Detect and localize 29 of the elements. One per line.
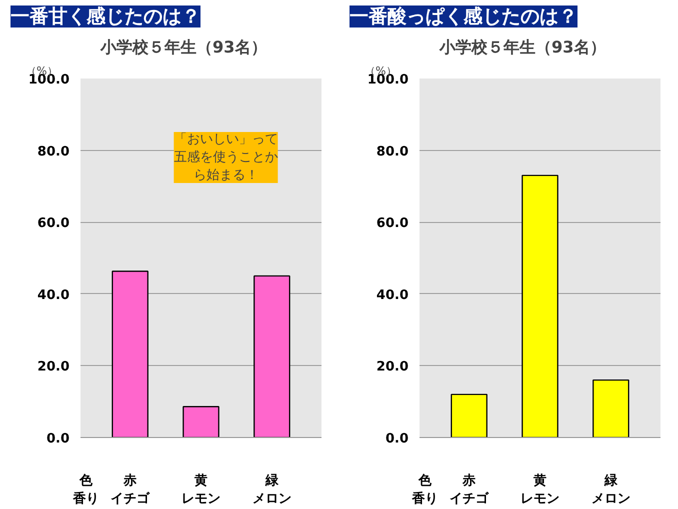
x-tick-label: 緑メロン xyxy=(591,474,630,506)
x-tick-label: 赤イチゴ xyxy=(110,474,151,506)
y-tick-label: 40.0 xyxy=(37,288,70,303)
y-tick-label: 60.0 xyxy=(37,216,70,232)
x-axis-title: 色香り xyxy=(72,474,100,506)
chart-title: 一番酸っぱく感じたのは？ xyxy=(350,6,578,28)
x-axis-title: 色香り xyxy=(411,474,438,506)
bar xyxy=(522,174,558,438)
x-tick-label: 緑メロン xyxy=(252,474,292,506)
x-tick-label: 赤イチゴ xyxy=(450,474,490,506)
chart-subtitle: 小学校５年生（93名） xyxy=(438,38,606,56)
bar xyxy=(182,406,220,438)
x-tick-label: 黄レモン xyxy=(520,474,560,506)
chart-title: 一番甘く感じたのは？ xyxy=(10,6,200,28)
bar xyxy=(254,275,290,438)
y-tick-label: 20.0 xyxy=(37,360,70,375)
bar xyxy=(592,379,630,438)
annotation: 「おいしい」って五感を使うことから始まる！ xyxy=(174,132,278,183)
y-tick-label: 80.0 xyxy=(37,144,70,160)
chart-subtitle: 小学校５年生（93名） xyxy=(100,38,267,56)
x-tick-label: 黄レモン xyxy=(182,474,220,506)
y-tick-label: 0.0 xyxy=(385,432,408,446)
bar xyxy=(450,394,488,438)
y-tick-label: 40.0 xyxy=(376,288,409,303)
bar xyxy=(112,270,148,438)
y-tick-label: 20.0 xyxy=(376,360,409,375)
y-tick-label: 0.0 xyxy=(46,432,70,446)
y-tick-label: 60.0 xyxy=(376,216,409,232)
y-tick-label: 80.0 xyxy=(376,144,409,160)
